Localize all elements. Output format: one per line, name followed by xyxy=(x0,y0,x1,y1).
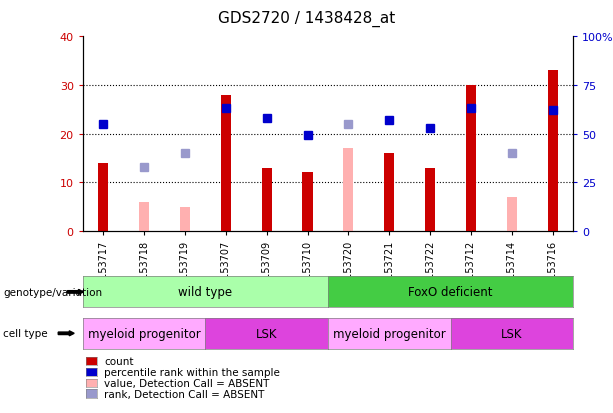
Bar xyxy=(425,168,435,231)
Text: rank, Detection Call = ABSENT: rank, Detection Call = ABSENT xyxy=(104,389,265,399)
Text: LSK: LSK xyxy=(256,327,278,340)
Text: LSK: LSK xyxy=(501,327,523,340)
Text: myeloid progenitor: myeloid progenitor xyxy=(333,327,446,340)
Bar xyxy=(384,154,394,231)
Text: value, Detection Call = ABSENT: value, Detection Call = ABSENT xyxy=(104,378,270,388)
Text: count: count xyxy=(104,356,134,366)
Text: percentile rank within the sample: percentile rank within the sample xyxy=(104,367,280,377)
Text: GDS2720 / 1438428_at: GDS2720 / 1438428_at xyxy=(218,10,395,26)
Bar xyxy=(98,164,109,231)
Bar xyxy=(466,86,476,231)
Bar xyxy=(547,71,558,231)
Bar xyxy=(343,149,354,231)
Bar xyxy=(221,95,231,231)
Text: wild type: wild type xyxy=(178,286,232,299)
Bar xyxy=(262,168,272,231)
Text: cell type: cell type xyxy=(3,328,48,339)
Text: genotype/variation: genotype/variation xyxy=(3,287,102,297)
Bar xyxy=(507,197,517,231)
Text: myeloid progenitor: myeloid progenitor xyxy=(88,327,200,340)
Text: FoxO deficient: FoxO deficient xyxy=(408,286,493,299)
Bar xyxy=(302,173,313,231)
Bar xyxy=(180,207,190,231)
Bar xyxy=(139,202,149,231)
